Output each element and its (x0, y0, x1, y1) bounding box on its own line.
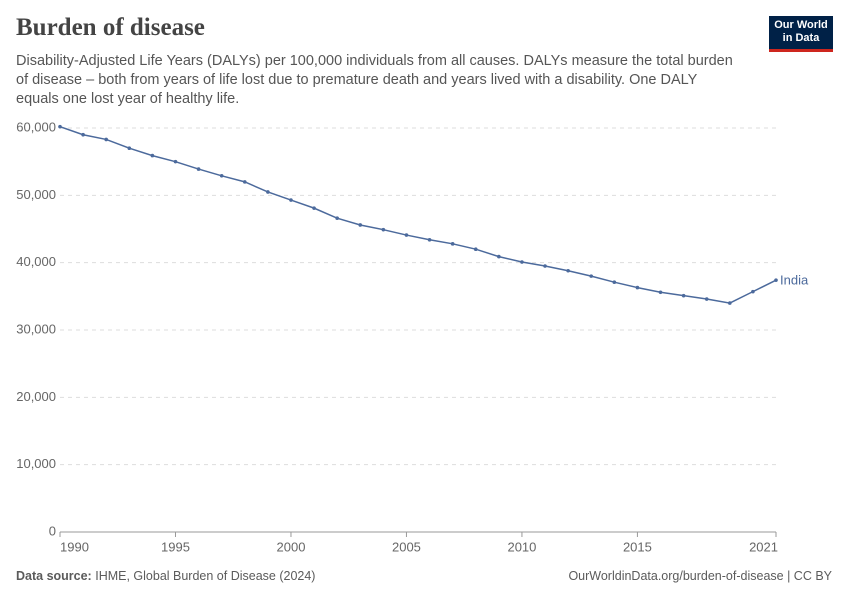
y-tick-label: 0 (49, 523, 56, 538)
point (196, 167, 201, 171)
y-tick-label: 30,000 (16, 321, 56, 336)
point (497, 254, 501, 259)
point (381, 227, 386, 232)
chart-subtitle: Disability-Adjusted Life Years (DALYs) p… (16, 53, 733, 107)
point (566, 268, 570, 273)
logo-line: in Data (782, 32, 820, 44)
point (520, 260, 524, 264)
point (335, 216, 339, 221)
point (58, 124, 62, 129)
point (358, 223, 363, 227)
source: Data source: IHME, Global Burden of Dise… (16, 569, 315, 583)
point (219, 174, 224, 178)
point (612, 280, 617, 284)
x-tick-label: 2000 (277, 539, 306, 554)
point (751, 289, 755, 294)
y-tick-label: 50,000 (16, 187, 56, 202)
point (543, 264, 547, 268)
point (635, 285, 640, 290)
source-text: IHME, Global Burden of Disease (2024) (95, 569, 316, 583)
source-label: Data source: (16, 569, 92, 583)
point (312, 206, 316, 210)
point (127, 146, 132, 150)
y-tick-label: 40,000 (16, 254, 56, 269)
point (450, 242, 455, 246)
x-tick-label: 2010 (507, 539, 536, 554)
x-tick-label: 2015 (623, 539, 652, 554)
footer-link[interactable]: OurWorldinData.org/burden-of-disease | C… (568, 569, 832, 583)
series-label: India (780, 273, 809, 288)
logo[interactable]: Our World in Data (769, 16, 833, 52)
point (473, 247, 478, 251)
point (728, 301, 732, 305)
point (173, 159, 178, 164)
point (289, 198, 293, 202)
x-tick-label: 2005 (392, 539, 421, 554)
point (81, 132, 85, 137)
x-tick-label: 1990 (60, 539, 89, 554)
point (589, 274, 594, 278)
y-tick-label: 60,000 (16, 119, 56, 134)
point (774, 278, 778, 282)
point (658, 290, 663, 295)
point (427, 237, 432, 242)
x-tick-label: 2021 (749, 539, 778, 554)
line (59, 125, 777, 304)
point (266, 190, 270, 194)
point (681, 293, 686, 298)
point (404, 233, 409, 237)
point (242, 180, 247, 184)
point (150, 153, 155, 158)
logo-line: Our World (774, 19, 828, 31)
point (704, 297, 709, 301)
y-tick-label: 10,000 (16, 456, 56, 471)
point (104, 137, 108, 142)
x-tick-label: 1995 (161, 539, 190, 554)
chart-title: Burden of disease (16, 14, 205, 41)
y-tick-label: 20,000 (16, 389, 56, 404)
